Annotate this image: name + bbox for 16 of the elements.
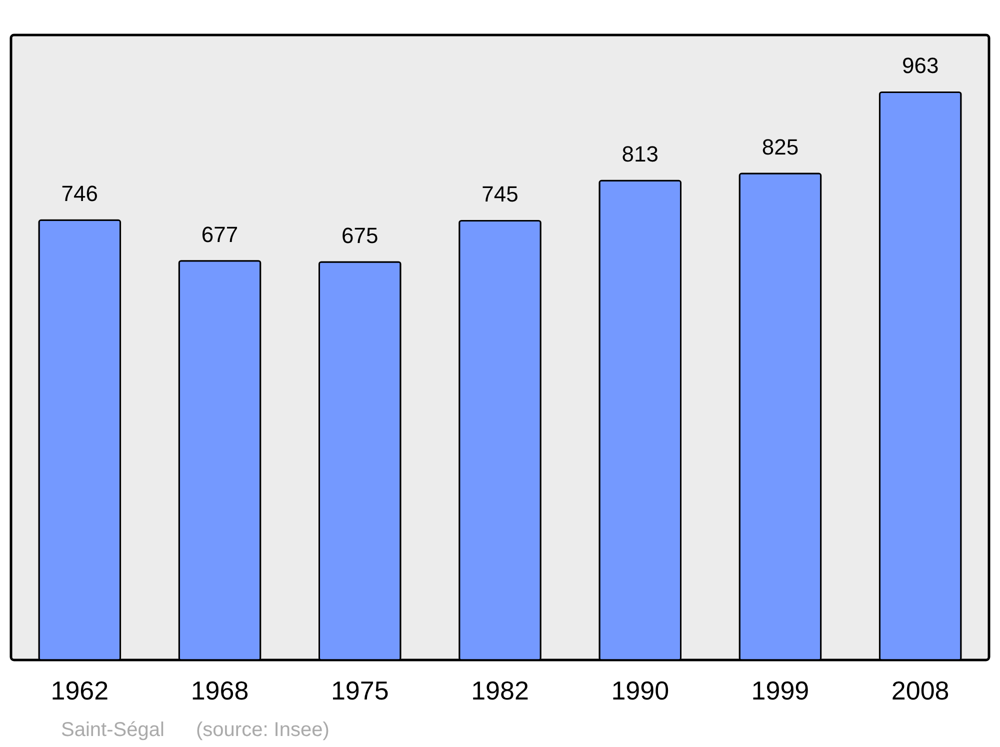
x-tick-label: 1962 <box>50 676 109 706</box>
x-tick-label: 1990 <box>611 676 670 706</box>
text: (source: Insee) <box>196 719 330 741</box>
text: Saint-Ségal <box>61 719 164 741</box>
x-tick-label: 1999 <box>751 676 810 706</box>
data-label: 675 <box>342 223 378 248</box>
x-tick-label: 1975 <box>330 676 389 706</box>
data-label: 745 <box>482 182 518 207</box>
data-label: 746 <box>61 181 98 206</box>
data-label: 677 <box>201 222 238 247</box>
x-tick-label: 2008 <box>891 676 950 706</box>
data-label: 825 <box>762 134 799 160</box>
data-label: 963 <box>902 53 939 78</box>
x-tick-label: 1968 <box>190 676 249 706</box>
x-tick-label: 1982 <box>471 676 529 706</box>
data-label: 813 <box>622 142 658 167</box>
